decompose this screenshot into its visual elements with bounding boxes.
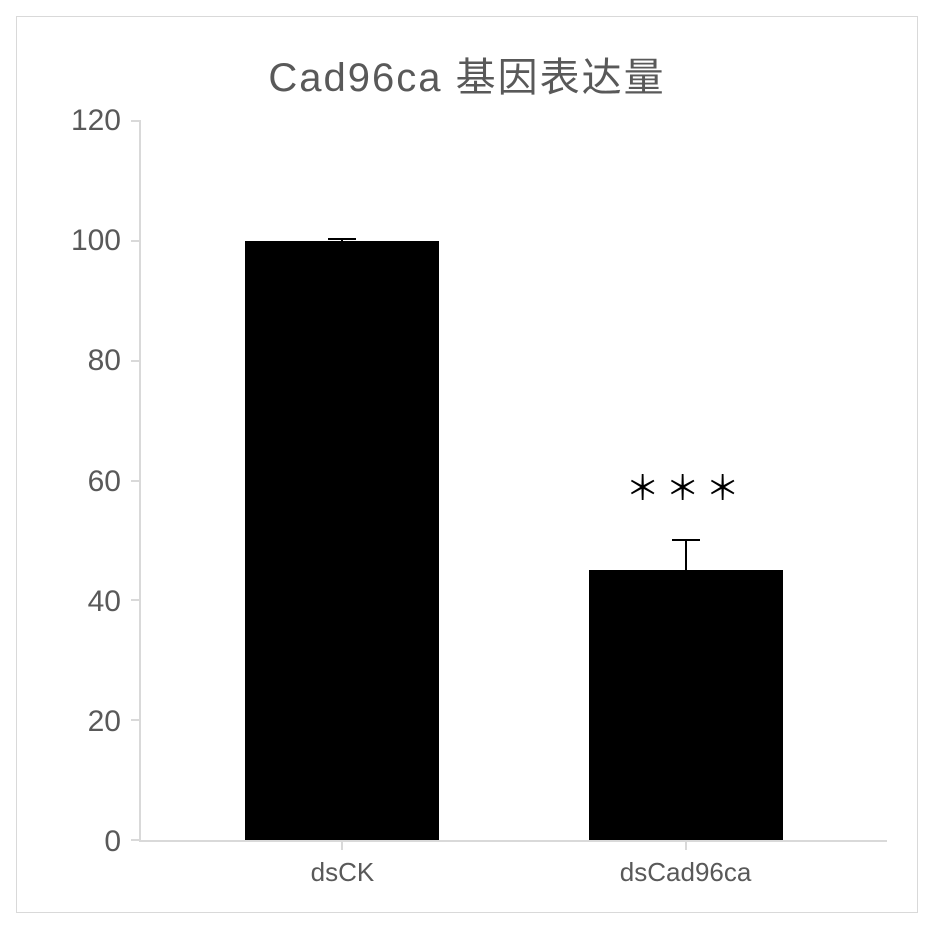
chart-frame: Cad96ca 基因表达量 020406080100120 dsCK＊＊＊dsC…: [16, 16, 918, 913]
y-tick-label: 20: [88, 705, 121, 739]
y-tick-label: 0: [104, 825, 121, 859]
error-bar: [328, 239, 356, 243]
chart-container: Cad96ca 基因表达量 020406080100120 dsCK＊＊＊dsC…: [0, 0, 934, 929]
y-tick: [131, 839, 141, 841]
y-axis: 020406080100120: [29, 121, 139, 842]
bar: [589, 570, 783, 840]
y-tick: [131, 599, 141, 601]
y-tick-label: 60: [88, 465, 121, 499]
y-tick: [131, 480, 141, 482]
y-tick: [131, 240, 141, 242]
x-tick-label: dsCK: [311, 857, 375, 888]
plot-area: dsCK＊＊＊dsCad96ca: [139, 121, 887, 842]
plot-column: dsCK＊＊＊dsCad96ca: [139, 121, 887, 842]
x-tick: [685, 840, 687, 850]
error-bar: [672, 540, 700, 600]
y-tick: [131, 360, 141, 362]
x-axis-spacer: [17, 842, 917, 912]
plot-wrapper: 020406080100120 dsCK＊＊＊dsCad96ca: [17, 121, 917, 842]
y-tick: [131, 719, 141, 721]
significance-label: ＊＊＊: [626, 461, 746, 510]
y-tick-label: 80: [88, 344, 121, 378]
x-tick: [341, 840, 343, 850]
y-tick-label: 120: [71, 104, 121, 138]
chart-title: Cad96ca 基因表达量: [17, 17, 917, 121]
y-tick-label: 40: [88, 585, 121, 619]
y-tick: [131, 120, 141, 122]
bar: [245, 241, 439, 840]
y-tick-label: 100: [71, 224, 121, 258]
x-tick-label: dsCad96ca: [620, 857, 752, 888]
